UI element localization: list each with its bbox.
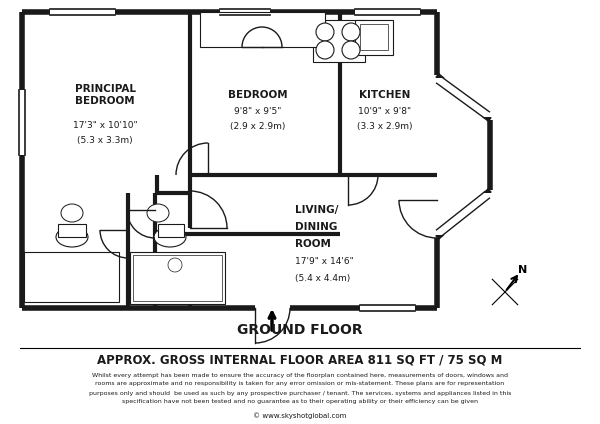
Text: N: N — [518, 265, 527, 275]
Bar — [429, 193, 497, 235]
Bar — [158, 224, 184, 237]
Text: (5.4 x 4.4m): (5.4 x 4.4m) — [295, 273, 350, 282]
Bar — [355, 20, 393, 55]
Bar — [133, 255, 222, 301]
Circle shape — [168, 258, 182, 272]
Text: BEDROOM: BEDROOM — [228, 90, 288, 100]
Text: GROUND FLOOR: GROUND FLOOR — [237, 323, 363, 337]
Bar — [50, 9, 115, 15]
Bar — [355, 9, 420, 15]
Bar — [360, 24, 388, 50]
Circle shape — [342, 41, 360, 59]
Text: specification have not been tested and no guarantee as to their operating abilit: specification have not been tested and n… — [122, 399, 478, 404]
Text: ROOM: ROOM — [295, 239, 331, 249]
Text: DINING: DINING — [295, 222, 337, 232]
Text: LIVING/: LIVING/ — [295, 205, 338, 215]
Text: 10'9" x 9'8": 10'9" x 9'8" — [358, 108, 412, 117]
Text: 17'9" x 14'6": 17'9" x 14'6" — [295, 257, 354, 267]
Text: (3.3 x 2.9m): (3.3 x 2.9m) — [357, 123, 413, 131]
Text: KITCHEN: KITCHEN — [359, 90, 410, 100]
Bar — [220, 9, 270, 15]
Bar — [130, 252, 225, 304]
Text: PRINCIPAL
BEDROOM: PRINCIPAL BEDROOM — [74, 84, 136, 106]
Bar — [24, 252, 119, 302]
Ellipse shape — [147, 204, 169, 222]
Bar — [200, 12, 325, 47]
Text: © www.skyshotglobal.com: © www.skyshotglobal.com — [253, 413, 347, 419]
Text: (2.9 x 2.9m): (2.9 x 2.9m) — [230, 123, 286, 131]
Circle shape — [316, 23, 334, 41]
Bar — [429, 78, 497, 117]
Bar — [313, 20, 365, 62]
Text: 9'8" x 9'5": 9'8" x 9'5" — [235, 108, 281, 117]
Text: rooms are approximate and no responsibility is taken for any error omission or m: rooms are approximate and no responsibil… — [95, 382, 505, 387]
Ellipse shape — [56, 227, 88, 247]
Text: (5.3 x 3.3m): (5.3 x 3.3m) — [77, 136, 133, 145]
Text: purposes only and should  be used as such by any prospective purchaser / tenant.: purposes only and should be used as such… — [89, 391, 511, 396]
Bar — [58, 224, 86, 237]
Text: Whilst every attempt has been made to ensure the accuracy of the floorplan conta: Whilst every attempt has been made to en… — [92, 373, 508, 377]
Text: 17'3" x 10'10": 17'3" x 10'10" — [73, 120, 137, 129]
Text: APPROX. GROSS INTERNAL FLOOR AREA 811 SQ FT / 75 SQ M: APPROX. GROSS INTERNAL FLOOR AREA 811 SQ… — [97, 354, 503, 366]
Circle shape — [316, 41, 334, 59]
Circle shape — [342, 23, 360, 41]
Bar — [19, 90, 25, 155]
Bar — [360, 305, 415, 311]
Ellipse shape — [61, 204, 83, 222]
Ellipse shape — [154, 227, 186, 247]
